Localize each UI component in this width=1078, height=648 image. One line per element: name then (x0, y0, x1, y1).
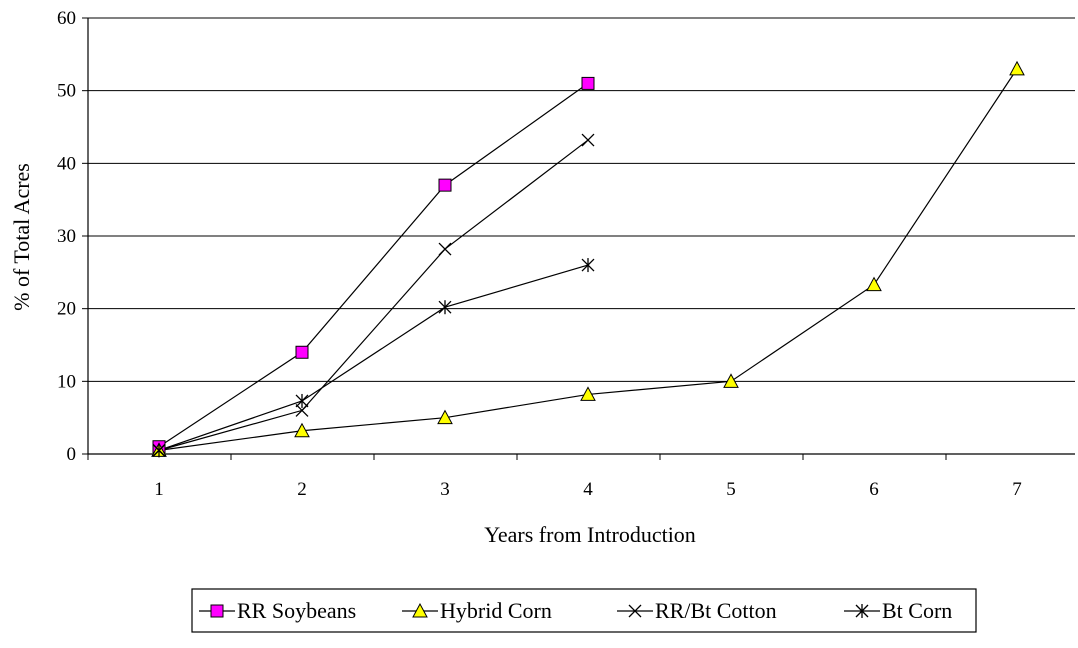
data-point-bt-corn (581, 258, 595, 273)
x-tick-label: 1 (154, 479, 164, 500)
data-point-rr-soybeans (295, 345, 309, 359)
legend-swatch-marker (210, 604, 224, 618)
y-tick-label: 0 (67, 444, 77, 465)
legend-item-hybrid-corn: Hybrid Corn (402, 598, 552, 623)
legend-item-rr-bt-cotton: RR/Bt Cotton (617, 598, 777, 623)
axes (82, 17, 1075, 460)
y-axis-title: % of Total Acres (9, 163, 34, 311)
legend-label: Bt Corn (882, 598, 952, 623)
y-tick-label: 20 (57, 299, 76, 320)
x-tick-label: 3 (440, 479, 450, 500)
data-point-bt-corn (438, 300, 452, 315)
legend-item-bt-corn: Bt Corn (844, 598, 952, 623)
x-axis-title: Years from Introduction (484, 522, 696, 547)
legend-swatch-marker (628, 604, 642, 618)
data-point-hybrid-corn (1009, 60, 1025, 76)
gridlines (88, 17, 1075, 382)
data-point-rr-bt-cotton (581, 133, 595, 147)
data-point-hybrid-corn (723, 373, 739, 388)
data-point-bt-corn (152, 443, 166, 458)
data-point-hybrid-corn (437, 409, 453, 425)
series-line-bt-corn (158, 264, 589, 451)
y-tick-label: 30 (57, 226, 76, 247)
legend-item-rr-soybeans: RR Soybeans (199, 598, 356, 623)
data-point-rr-bt-cotton (295, 403, 309, 417)
legend: RR Soybeans Hybrid Corn RR/Bt Cotton Bt Cor… (191, 588, 977, 633)
x-tick-label: 5 (726, 479, 736, 500)
x-tick-label: 4 (583, 479, 593, 500)
data-point-rr-soybeans (438, 178, 452, 192)
legend-swatch-marker (855, 604, 869, 618)
tick-labels: 0 10 20 30 40 50 60 1 2 3 4 5 6 7 (57, 8, 1022, 500)
series-line-rr-soybeans (158, 82, 589, 448)
y-tick-label: 60 (57, 8, 76, 29)
x-tick-label: 7 (1012, 479, 1022, 500)
series-markers (151, 60, 1025, 458)
data-point-rr-bt-cotton (438, 242, 452, 256)
data-point-hybrid-corn (294, 422, 310, 438)
legend-label: Hybrid Corn (440, 598, 552, 623)
y-tick-label: 10 (57, 371, 76, 392)
legend-swatch-marker (412, 602, 428, 618)
y-tick-label: 40 (57, 153, 76, 174)
y-tick-label: 50 (57, 81, 76, 102)
x-tick-label: 2 (297, 479, 307, 500)
data-point-rr-soybeans (581, 76, 595, 90)
legend-label: RR Soybeans (237, 598, 356, 623)
legend-items: RR Soybeans Hybrid Corn RR/Bt Cotton Bt Cor… (199, 598, 952, 623)
x-tick-label: 6 (869, 479, 879, 500)
data-point-hybrid-corn (580, 386, 596, 401)
data-point-bt-corn (295, 393, 309, 408)
legend-label: RR/Bt Cotton (655, 598, 777, 623)
series-line-rr-bt-cotton (158, 139, 589, 451)
data-point-hybrid-corn (866, 276, 882, 292)
